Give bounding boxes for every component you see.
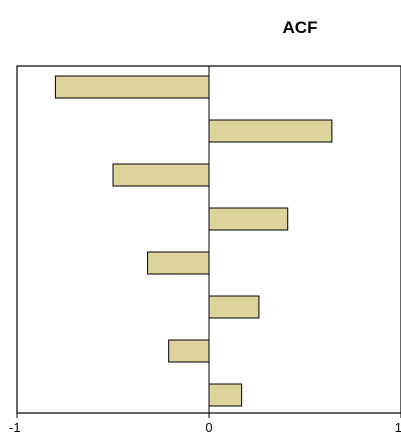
x-axis: -1 0 1: [9, 413, 401, 435]
acf-bar-lag-2: [208, 119, 333, 143]
acf-bar-lag-6: [208, 295, 260, 319]
chart-title: ACF: [282, 18, 318, 37]
x-tick-label: 1: [395, 420, 401, 435]
acf-bar-lag-5: [147, 251, 210, 275]
bars-group: [54, 75, 333, 407]
acf-bar-lag-3: [112, 163, 210, 187]
x-tick-label: -1: [9, 420, 21, 435]
acf-bar-lag-4: [208, 207, 289, 231]
acf-bar-lag-7: [168, 339, 210, 363]
x-tick-label: 0: [205, 420, 212, 435]
acf-bar-lag-8: [208, 383, 243, 407]
acf-bar-lag-1: [54, 75, 210, 99]
